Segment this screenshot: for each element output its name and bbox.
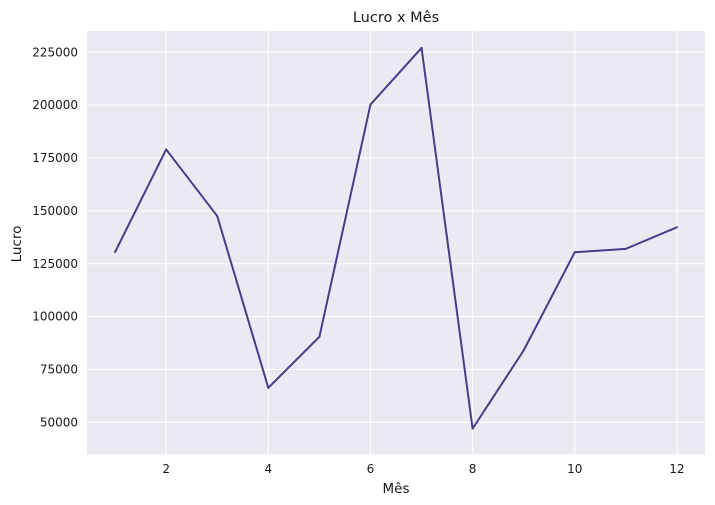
series-layer	[114, 46, 678, 430]
y-tick-label: 125000	[32, 257, 78, 271]
x-tick-labels: 2 4 6 8 10 12	[162, 462, 684, 476]
y-tick-label: 75000	[40, 363, 78, 377]
x-tick-label: 6	[367, 462, 375, 476]
x-tick-label: 8	[469, 462, 477, 476]
data-point	[573, 251, 576, 254]
data-point	[369, 103, 372, 106]
series-line	[114, 46, 678, 430]
y-tick-label: 150000	[32, 204, 78, 218]
data-point	[675, 226, 678, 229]
data-point	[420, 46, 423, 49]
data-point	[114, 251, 117, 254]
x-tick-label: 2	[162, 462, 170, 476]
data-point	[216, 215, 219, 218]
x-tick-label: 12	[669, 462, 684, 476]
grid-lines	[87, 31, 705, 454]
chart-title: Lucro x Mês	[353, 10, 439, 26]
data-point	[471, 427, 474, 430]
x-tick-label: 4	[264, 462, 272, 476]
data-point	[318, 335, 321, 338]
y-tick-label: 100000	[32, 310, 78, 324]
data-point	[267, 386, 270, 389]
plot-area	[87, 31, 705, 454]
y-tick-label: 225000	[32, 45, 78, 59]
y-axis-label: Lucro	[9, 226, 25, 263]
data-point	[624, 247, 627, 250]
y-tick-label: 200000	[32, 98, 78, 112]
data-point	[522, 349, 525, 352]
y-tick-labels: 50000 75000 100000 125000 150000 175000 200000…	[32, 45, 78, 429]
x-tick-label: 10	[567, 462, 582, 476]
y-tick-label: 175000	[32, 151, 78, 165]
x-axis-label: Mês	[383, 481, 410, 497]
y-tick-label: 50000	[40, 415, 78, 429]
data-point	[165, 148, 168, 151]
